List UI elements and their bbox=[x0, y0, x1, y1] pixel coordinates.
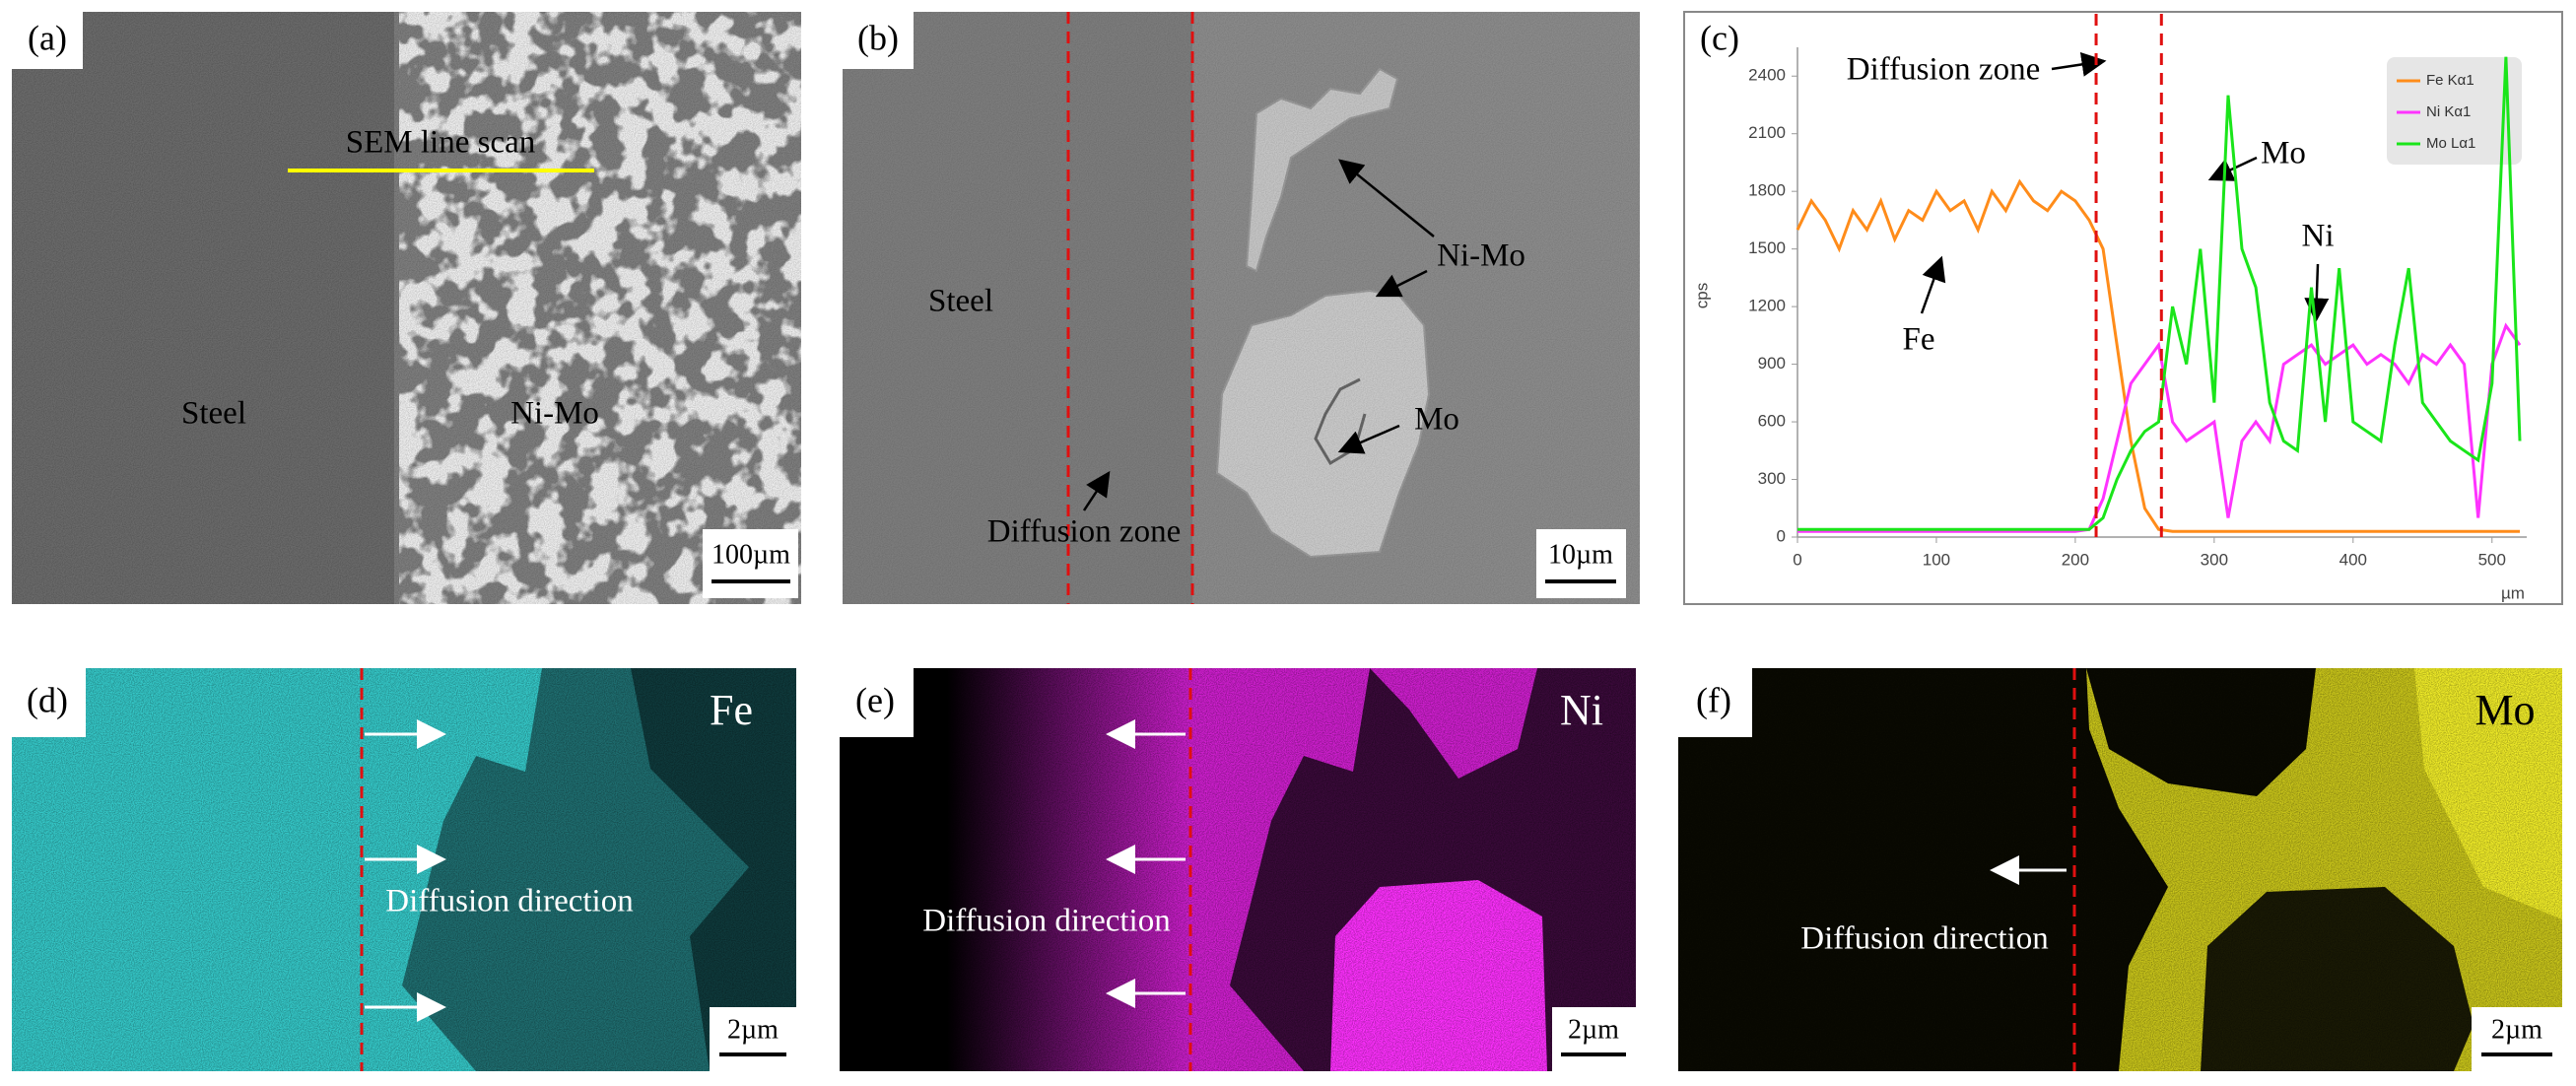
legend-label: Fe Kα1 bbox=[2426, 72, 2474, 89]
x-tick-label: 500 bbox=[2478, 550, 2506, 569]
annotation: Steel bbox=[181, 396, 246, 432]
panel-b: (b) Steel Ni-Mo Mo Diffusion zone 10µm bbox=[843, 12, 1640, 604]
scale-box bbox=[710, 1007, 796, 1071]
label-box bbox=[1686, 14, 1755, 69]
data-line bbox=[1797, 322, 2522, 533]
grain bbox=[12, 12, 801, 604]
y-tick-label: 2400 bbox=[1748, 66, 1786, 85]
data-line bbox=[1796, 178, 2520, 533]
annotation: Mo bbox=[2261, 136, 2306, 171]
element-label: Mo bbox=[2474, 686, 2535, 734]
scale-bar-label: 100µm bbox=[712, 539, 790, 570]
label-box bbox=[12, 668, 86, 737]
panel-d: (d) Fe Diffusion direction 2µm bbox=[12, 668, 796, 1071]
y-tick-label: 1200 bbox=[1748, 297, 1786, 315]
arrow bbox=[1920, 255, 1946, 314]
panel-label: (c) bbox=[1700, 18, 1739, 57]
scale-bar-label: 2µm bbox=[727, 1014, 779, 1045]
annotation: Ni bbox=[2302, 219, 2335, 254]
annotation: Diffusion zone bbox=[1847, 52, 2040, 88]
annotation: Ni-Mo bbox=[1437, 238, 1525, 274]
label-box bbox=[840, 668, 914, 737]
arrow bbox=[1082, 470, 1111, 511]
scale-box bbox=[703, 529, 798, 598]
panel-a: (a) SEM line scan Steel Ni-Mo 100µm bbox=[12, 12, 801, 604]
label-box bbox=[843, 12, 914, 69]
element-label: Fe bbox=[710, 686, 753, 734]
annotation: Ni-Mo bbox=[510, 396, 599, 432]
label-box bbox=[12, 12, 83, 69]
annotation: SEM line scan bbox=[346, 125, 535, 161]
panel-label: (f) bbox=[1696, 680, 1731, 719]
x-tick-label: 0 bbox=[1793, 550, 1801, 569]
x-tick-label: 400 bbox=[2339, 550, 2367, 569]
arrow bbox=[1337, 424, 1400, 454]
grain bbox=[843, 12, 1640, 604]
annotation: Fe bbox=[1903, 322, 1935, 358]
scale-bar-label: 2µm bbox=[1568, 1014, 1619, 1045]
x-tick-label: 300 bbox=[2201, 550, 2228, 569]
scale-bar-label: 10µm bbox=[1548, 539, 1613, 570]
arrow bbox=[2304, 263, 2330, 323]
data-line bbox=[1797, 56, 2522, 531]
y-axis-label: cps bbox=[1692, 283, 1711, 308]
legend bbox=[2387, 57, 2522, 165]
panel-label: (b) bbox=[857, 18, 899, 57]
legend-label: Mo Lα1 bbox=[2426, 135, 2475, 152]
annotation: Diffusion direction bbox=[1800, 921, 2048, 957]
y-tick-label: 300 bbox=[1758, 469, 1786, 488]
element-label: Ni bbox=[1560, 686, 1603, 734]
y-tick-label: 900 bbox=[1758, 354, 1786, 373]
y-tick-label: 1500 bbox=[1748, 238, 1786, 257]
y-tick-label: 0 bbox=[1777, 526, 1786, 545]
annotation: Diffusion direction bbox=[922, 904, 1170, 939]
arrow bbox=[1338, 159, 1435, 238]
panel-e: (e) Ni Diffusion direction 2µm bbox=[840, 668, 1636, 1071]
scale-box bbox=[1552, 1007, 1636, 1071]
annotation: Steel bbox=[928, 284, 993, 319]
scale-bar-label: 2µm bbox=[2491, 1014, 2542, 1045]
x-tick-label: 200 bbox=[2062, 550, 2089, 569]
grain bbox=[12, 668, 796, 1071]
scale-box bbox=[1536, 529, 1626, 598]
y-tick-label: 1800 bbox=[1748, 181, 1786, 200]
panel-label: (a) bbox=[28, 18, 67, 57]
arrow bbox=[1375, 269, 1428, 298]
annotation: Diffusion zone bbox=[987, 514, 1181, 550]
panel-label: (e) bbox=[855, 680, 895, 719]
grain bbox=[840, 668, 1636, 1071]
annotation: Mo bbox=[1414, 402, 1459, 438]
x-axis-label: µm bbox=[2501, 583, 2525, 602]
annotation: Diffusion direction bbox=[385, 884, 633, 919]
panel-c: (c) Diffusion zone Fe Ni Mo cps µm 0 300 6… bbox=[1683, 11, 2563, 605]
scale-box bbox=[2472, 1007, 2562, 1071]
panel-f: (f) Mo Diffusion direction 2µm bbox=[1678, 668, 2562, 1071]
label-box bbox=[1678, 668, 1752, 737]
y-tick-label: 600 bbox=[1758, 412, 1786, 431]
y-tick-label: 2100 bbox=[1748, 123, 1786, 142]
panel-label: (d) bbox=[27, 680, 68, 719]
grain bbox=[1678, 668, 2562, 1071]
legend-label: Ni Kα1 bbox=[2426, 103, 2471, 120]
x-tick-label: 100 bbox=[1923, 550, 1950, 569]
